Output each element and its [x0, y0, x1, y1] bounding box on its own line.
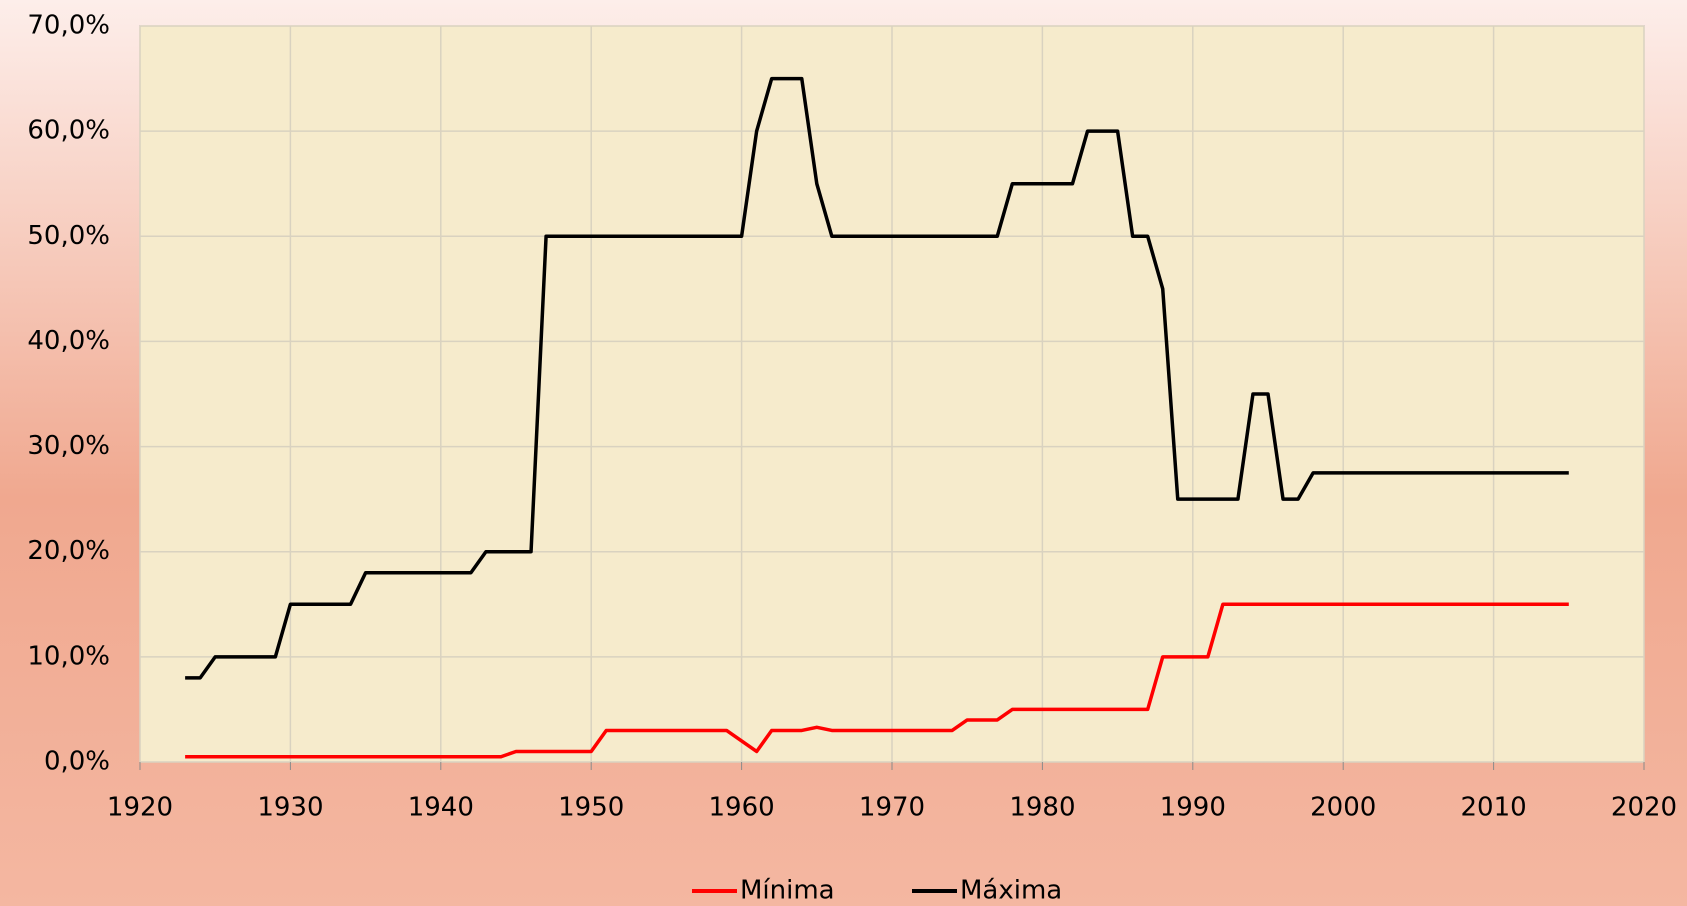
y-tick-label: 40,0% — [27, 326, 110, 356]
x-tick-label: 2010 — [1461, 793, 1527, 823]
x-tick-label: 1980 — [1009, 793, 1075, 823]
series-line — [185, 602, 1569, 759]
x-tick-label: 1990 — [1160, 793, 1226, 823]
legend-label: Mínima — [740, 876, 835, 906]
y-tick-label: 30,0% — [27, 431, 110, 461]
x-tick-label: 1970 — [859, 793, 925, 823]
y-tick-label: 50,0% — [27, 221, 110, 251]
y-tick-label: 0,0% — [44, 747, 110, 777]
x-tick-label: 1940 — [408, 793, 474, 823]
x-tick-label: 1920 — [107, 793, 173, 823]
y-tick-label: 60,0% — [27, 116, 110, 146]
legend-label: Máxima — [960, 876, 1062, 906]
x-tick-label: 1950 — [558, 793, 624, 823]
y-tick-label: 20,0% — [27, 536, 110, 566]
series-line — [185, 76, 1569, 680]
y-tick-label: 10,0% — [27, 641, 110, 671]
x-tick-label: 1930 — [257, 793, 323, 823]
x-tick-label: 2000 — [1310, 793, 1376, 823]
x-tick-label: 2020 — [1611, 793, 1677, 823]
x-tick-label: 1960 — [709, 793, 775, 823]
y-tick-label: 70,0% — [27, 11, 110, 41]
